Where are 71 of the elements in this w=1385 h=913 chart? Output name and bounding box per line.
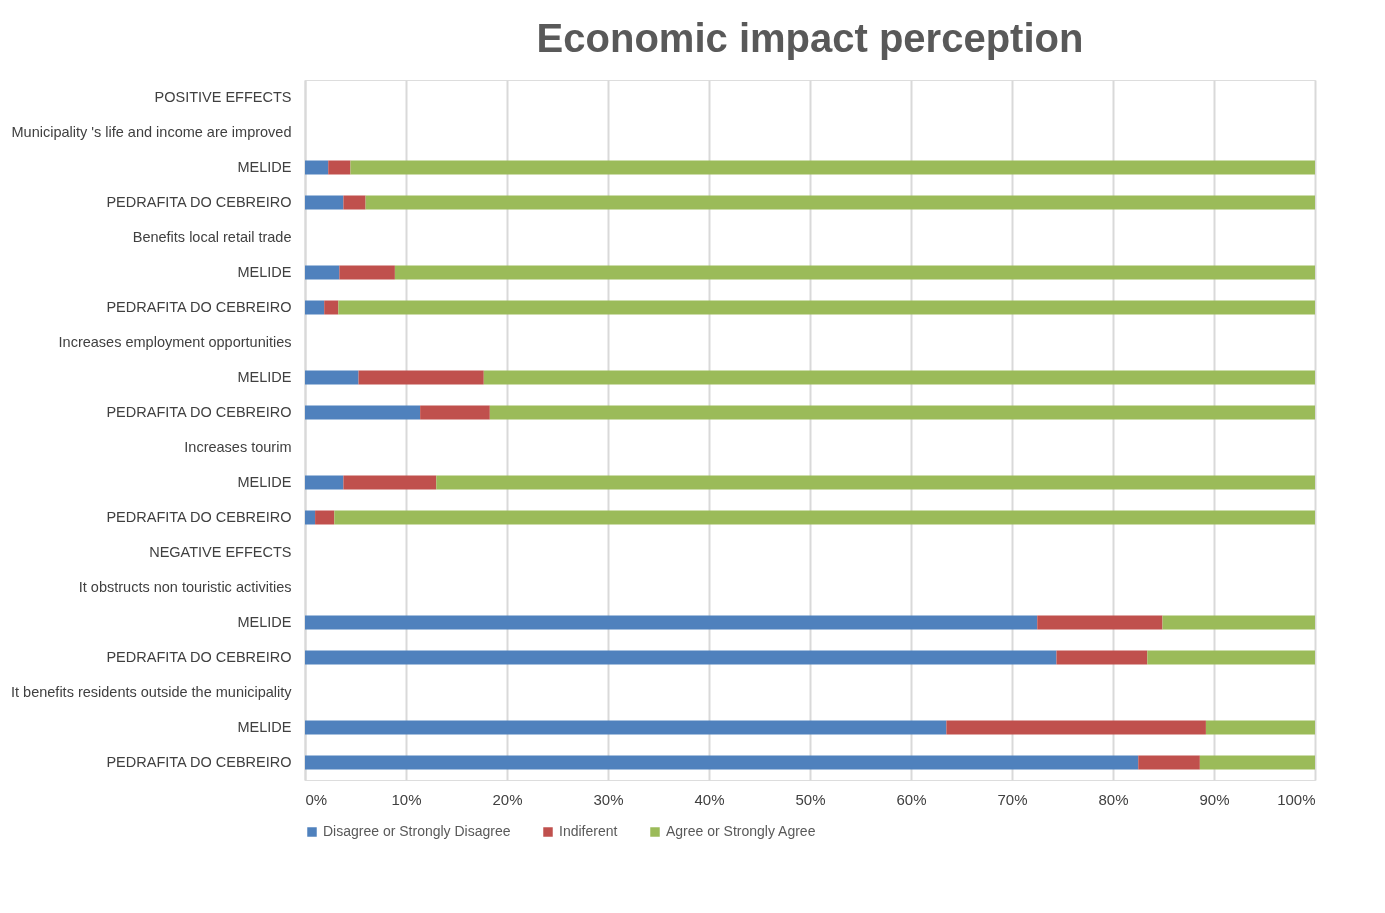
x-tick-label: 70% <box>997 790 1028 808</box>
x-tick-label: 20% <box>492 790 523 808</box>
bar <box>305 405 421 420</box>
bar <box>324 300 339 315</box>
bar <box>489 405 1315 420</box>
legend-label: Agree or Strongly Agree <box>666 823 816 839</box>
bar <box>305 720 947 735</box>
y-tick-label: PEDRAFITA DO CEBREIRO <box>106 193 292 210</box>
y-tick-label: Increases employment opportunities <box>58 333 292 350</box>
y-tick-label: PEDRAFITA DO CEBREIRO <box>106 508 292 525</box>
bar <box>305 755 1139 770</box>
chart-title: Economic impact perception <box>536 16 1084 60</box>
y-tick-label: MELIDE <box>237 473 292 490</box>
bar <box>305 510 316 525</box>
bar <box>365 195 1315 210</box>
y-tick-label: NEGATIVE EFFECTS <box>149 543 292 560</box>
bar <box>420 405 490 420</box>
bar <box>394 265 1315 280</box>
legend-label: Indiferent <box>559 823 618 839</box>
x-tick-label: 80% <box>1098 790 1129 808</box>
legend-label: Disagree or Strongly Disagree <box>323 823 511 839</box>
bar <box>1056 650 1148 665</box>
bar <box>315 510 335 525</box>
y-tick-label: MELIDE <box>237 613 292 630</box>
bar <box>1037 615 1163 630</box>
y-tick-label: It obstructs non touristic activities <box>78 578 292 595</box>
bar <box>305 370 359 385</box>
y-tick-label: Increases tourim <box>184 438 292 455</box>
y-tick-label: PEDRAFITA DO CEBREIRO <box>106 403 292 420</box>
y-tick-label: MELIDE <box>237 158 292 175</box>
y-tick-label: Municipality 's life and income are improved <box>11 123 292 140</box>
bar <box>328 160 351 175</box>
bar <box>305 650 1057 665</box>
bar <box>350 160 1315 175</box>
bar <box>358 370 484 385</box>
x-tick-label: 50% <box>795 790 826 808</box>
bar <box>1199 755 1315 770</box>
y-tick-label: MELIDE <box>237 718 292 735</box>
bar <box>1205 720 1315 735</box>
bar <box>305 475 344 490</box>
bar <box>305 615 1038 630</box>
bar <box>305 300 325 315</box>
bar <box>436 475 1315 490</box>
y-tick-label: PEDRAFITA DO CEBREIRO <box>106 648 292 665</box>
x-tick-label: 30% <box>593 790 624 808</box>
x-tick-label: 60% <box>896 790 927 808</box>
y-tick-label: PEDRAFITA DO CEBREIRO <box>106 298 292 315</box>
bar <box>343 195 366 210</box>
y-tick-label: MELIDE <box>237 263 292 280</box>
y-tick-label: MELIDE <box>237 368 292 385</box>
bar <box>1138 755 1200 770</box>
bar <box>946 720 1206 735</box>
x-tick-label: 40% <box>694 790 725 808</box>
x-tick-label: 100% <box>1277 790 1316 808</box>
y-tick-label: It benefits residents outside the municipality <box>11 683 293 700</box>
x-tick-label: 90% <box>1199 790 1230 808</box>
bar <box>343 475 437 490</box>
bar <box>1147 650 1315 665</box>
bar <box>1162 615 1315 630</box>
bar <box>483 370 1315 385</box>
bar <box>305 160 329 175</box>
y-tick-label: PEDRAFITA DO CEBREIRO <box>106 753 292 770</box>
y-tick-label: Benefits local retail trade <box>132 228 292 245</box>
x-tick-label: 0% <box>305 790 328 808</box>
bar <box>334 510 1315 525</box>
x-tick-label: 10% <box>391 790 422 808</box>
bar <box>305 195 344 210</box>
bar <box>339 265 395 280</box>
y-tick-label: POSITIVE EFFECTS <box>154 88 292 105</box>
bar <box>305 265 340 280</box>
bar <box>338 300 1315 315</box>
